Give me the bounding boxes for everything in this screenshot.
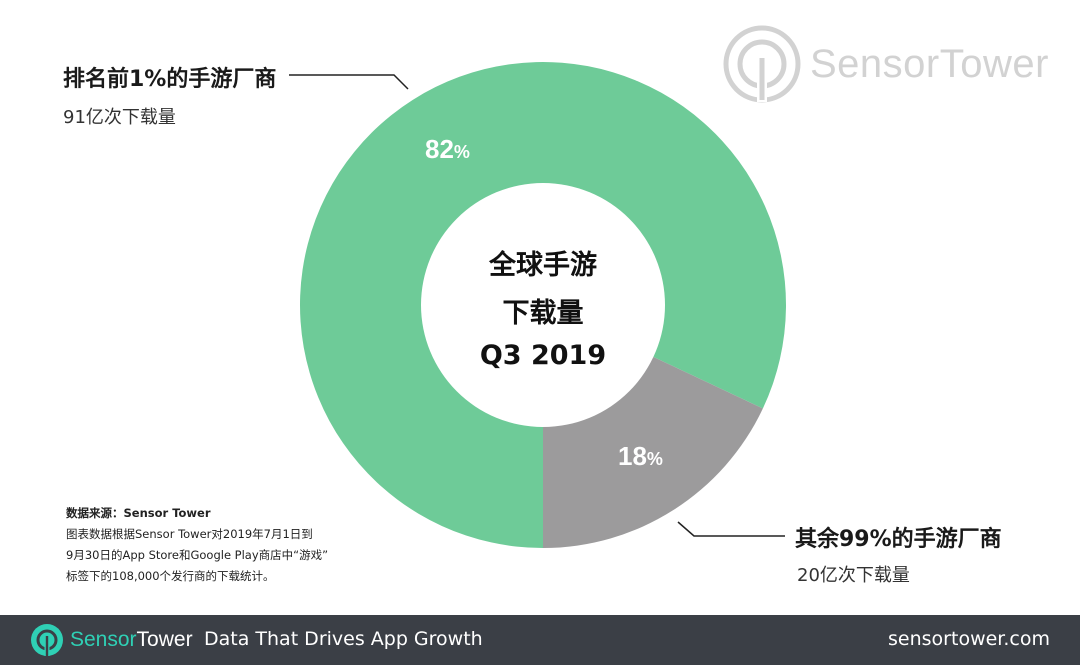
footer-logo: SensorTower <box>30 623 193 657</box>
leader-line-top <box>289 74 409 90</box>
footer-site-link[interactable]: sensortower.com <box>888 628 1050 650</box>
leader-line-bottom <box>677 521 785 537</box>
callout-bottom-title: 其余99%的手游厂商 <box>795 527 1002 552</box>
source-line-2: 9月30日的App Store和Google Play商店中“游戏” <box>66 548 329 562</box>
footer-brand-sensor: Sensor <box>70 628 137 651</box>
source-line-3: 标签下的108,000个发行商的下载统计。 <box>66 569 275 583</box>
footer-brand-tower: Tower <box>136 628 193 651</box>
source-title: 数据来源：Sensor Tower <box>66 506 211 520</box>
donut-chart: 82% 18% <box>289 61 786 548</box>
callout-top-title: 排名前1%的手游厂商 <box>63 67 277 92</box>
sensortower-watermark-logo: SensorTower <box>722 22 1049 106</box>
sensortower-footer-icon <box>31 624 63 656</box>
watermark-logo-text: SensorTower <box>810 41 1049 86</box>
callout-top-sub: 91亿次下载量 <box>63 107 176 128</box>
callout-bottom-sub: 20亿次下载量 <box>797 565 910 586</box>
donut-hole <box>421 183 665 427</box>
footer-tagline: Data That Drives App Growth <box>204 628 483 650</box>
footer-bar: SensorTower Data That Drives App Growth … <box>0 615 1080 665</box>
center-title-line2: 下载量 <box>502 298 584 329</box>
data-label-18: 18% <box>618 441 663 471</box>
source-note: 数据来源：Sensor Tower 图表数据根据Sensor Tower对201… <box>66 503 328 587</box>
center-title-period: Q3 2019 <box>479 340 607 371</box>
sensortower-logo-icon <box>723 25 801 103</box>
source-line-1: 图表数据根据Sensor Tower对2019年7月1日到 <box>66 527 313 541</box>
data-label-82: 82% <box>425 134 470 164</box>
center-title-line1: 全球手游 <box>489 250 597 281</box>
